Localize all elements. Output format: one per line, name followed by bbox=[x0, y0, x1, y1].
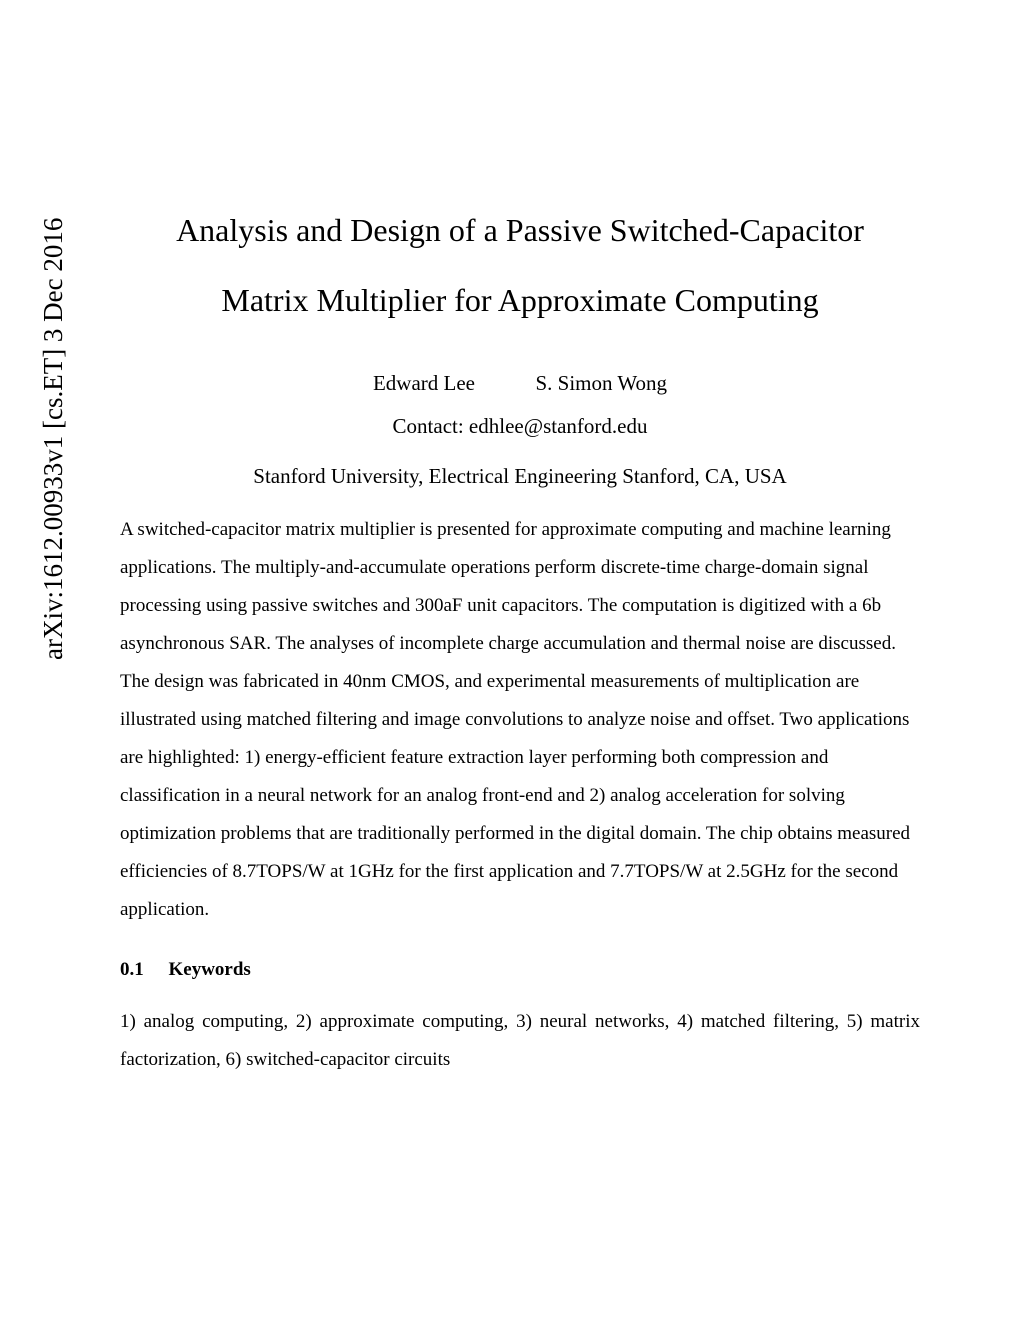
contact-line: Contact: edhlee@stanford.edu bbox=[120, 414, 920, 439]
section-title: Keywords bbox=[169, 959, 251, 980]
paper-title: Analysis and Design of a Passive Switche… bbox=[120, 195, 920, 336]
keywords-list: 1) analog computing, 2) approximate comp… bbox=[120, 1003, 920, 1079]
arxiv-identifier: arXiv:1612.00933v1 [cs.ET] 3 Dec 2016 bbox=[38, 218, 69, 660]
section-number: 0.1 bbox=[120, 959, 144, 981]
paper-content: Analysis and Design of a Passive Switche… bbox=[120, 195, 920, 1079]
title-line-1: Analysis and Design of a Passive Switche… bbox=[176, 212, 864, 248]
author-2: S. Simon Wong bbox=[535, 371, 667, 395]
title-line-2: Matrix Multiplier for Approximate Comput… bbox=[221, 282, 818, 318]
affiliation-line: Stanford University, Electrical Engineer… bbox=[120, 464, 920, 489]
author-1: Edward Lee bbox=[373, 371, 475, 395]
authors-line: Edward Lee S. Simon Wong bbox=[120, 371, 920, 396]
keywords-section-header: 0.1 Keywords bbox=[120, 959, 920, 981]
abstract-text: A switched-capacitor matrix multiplier i… bbox=[120, 511, 920, 929]
